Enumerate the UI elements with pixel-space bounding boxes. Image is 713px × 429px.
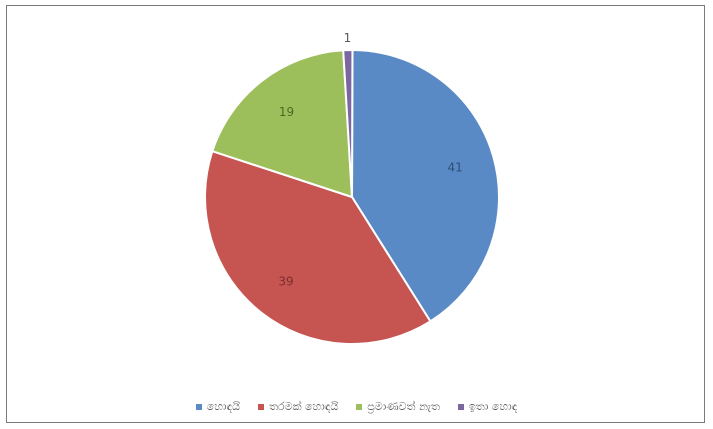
pie-slice-4: [342, 49, 354, 198]
pie-slice-2: [204, 149, 432, 345]
data-label-2: 39: [278, 275, 293, 289]
legend-swatch-1: [195, 404, 202, 410]
legend-swatch-3: [356, 404, 363, 410]
legend-label-4: ඉතා හොඳ: [468, 400, 518, 413]
chart-legend: හොඳයි තරමක් හොඳයි ප්‍රමාණවත් නැත ඉතා හොඳ: [7, 400, 706, 414]
legend-label-3: ප්‍රමාණවත් නැත: [367, 400, 440, 413]
legend-label-1: හොඳයි: [206, 400, 241, 413]
legend-item-2: තරමක් හොඳයි: [258, 400, 338, 414]
legend-item-3: ප්‍රමාණවත් නැත: [356, 400, 440, 414]
data-label-1: 41: [447, 160, 462, 174]
chart-frame: 41 39 19 1 හොඳයි තරමක් හොඳයි ප්‍රමාණවත් නැත ඉත…: [6, 5, 705, 423]
legend-swatch-4: [457, 404, 464, 410]
legend-item-4: ඉතා හොඳ: [457, 400, 518, 414]
legend-item-1: හොඳයි: [195, 400, 241, 414]
data-label-4: 1: [344, 31, 352, 45]
legend-label-2: තරමක් හොඳයි: [269, 400, 339, 413]
pie-chart: 41 39 19 1: [204, 31, 500, 345]
legend-swatch-2: [258, 404, 265, 410]
pie-slice-3: [211, 49, 354, 199]
data-label-3: 19: [279, 105, 294, 119]
